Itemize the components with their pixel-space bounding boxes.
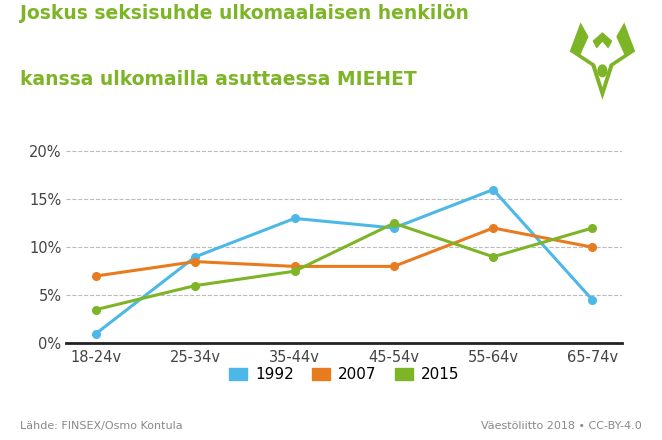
Text: Joskus seksisuhde ulkomaalaisen henkilön: Joskus seksisuhde ulkomaalaisen henkilön [20, 4, 469, 23]
PathPatch shape [581, 35, 624, 87]
2015 [291, 268, 299, 274]
2007 [291, 264, 299, 269]
1992 [390, 225, 398, 231]
2007 [589, 245, 596, 250]
2015 [489, 254, 497, 260]
1992 [291, 216, 299, 221]
2015 [92, 307, 100, 312]
Text: Väestöliitto 2018 • CC-BY-4.0: Väestöliitto 2018 • CC-BY-4.0 [481, 421, 642, 431]
Text: Lähde: FINSEX/Osmo Kontula: Lähde: FINSEX/Osmo Kontula [20, 421, 183, 431]
2015 [390, 220, 398, 226]
Legend: 1992, 2007, 2015: 1992, 2007, 2015 [223, 361, 465, 389]
2007 [489, 225, 497, 231]
Line: 1992: 1992 [92, 186, 596, 337]
2007 [390, 264, 398, 269]
PathPatch shape [569, 22, 635, 100]
Text: kanssa ulkomailla asuttaessa MIEHET: kanssa ulkomailla asuttaessa MIEHET [20, 70, 416, 89]
1992 [589, 297, 596, 303]
Circle shape [598, 65, 607, 77]
Line: 2015: 2015 [92, 220, 596, 313]
2007 [191, 259, 199, 264]
Line: 2007: 2007 [92, 224, 596, 280]
2015 [191, 283, 199, 288]
2015 [589, 225, 596, 231]
1992 [489, 187, 497, 192]
1992 [92, 331, 100, 336]
2007 [92, 273, 100, 279]
1992 [191, 254, 199, 260]
